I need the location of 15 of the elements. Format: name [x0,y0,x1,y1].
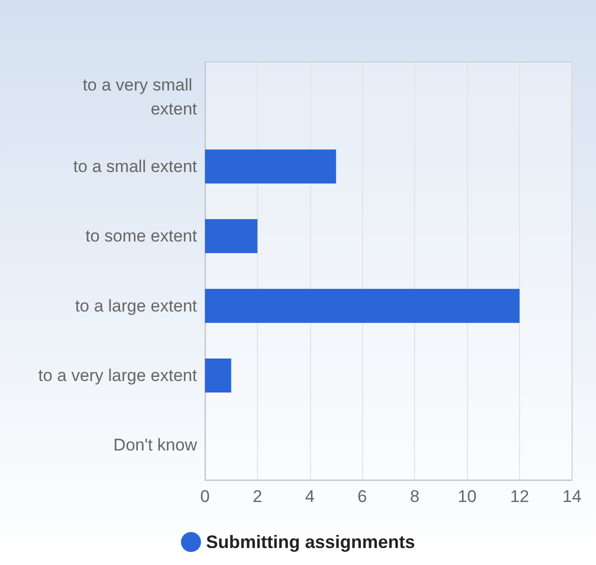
legend-label: Submitting assignments [206,532,416,552]
x-tick-label: 0 [200,487,210,506]
x-tick-label: 12 [510,487,530,506]
y-tick-label: Don't know [113,436,198,455]
y-tick-label: to some extent [85,226,198,246]
y-tick-label: to a very large extent [38,366,198,385]
x-tick-label: 14 [562,487,582,506]
y-tick-label: to a very small extent [82,75,198,118]
x-tick-label: 10 [458,487,477,506]
x-tick-label: 6 [358,487,368,506]
y-tick-label: to a large extent [75,296,198,316]
y-tick-label: to a small extent [73,157,198,176]
x-tick-label: 2 [252,487,262,506]
x-tick-label: 8 [410,487,420,506]
x-tick-label: 4 [305,487,315,506]
